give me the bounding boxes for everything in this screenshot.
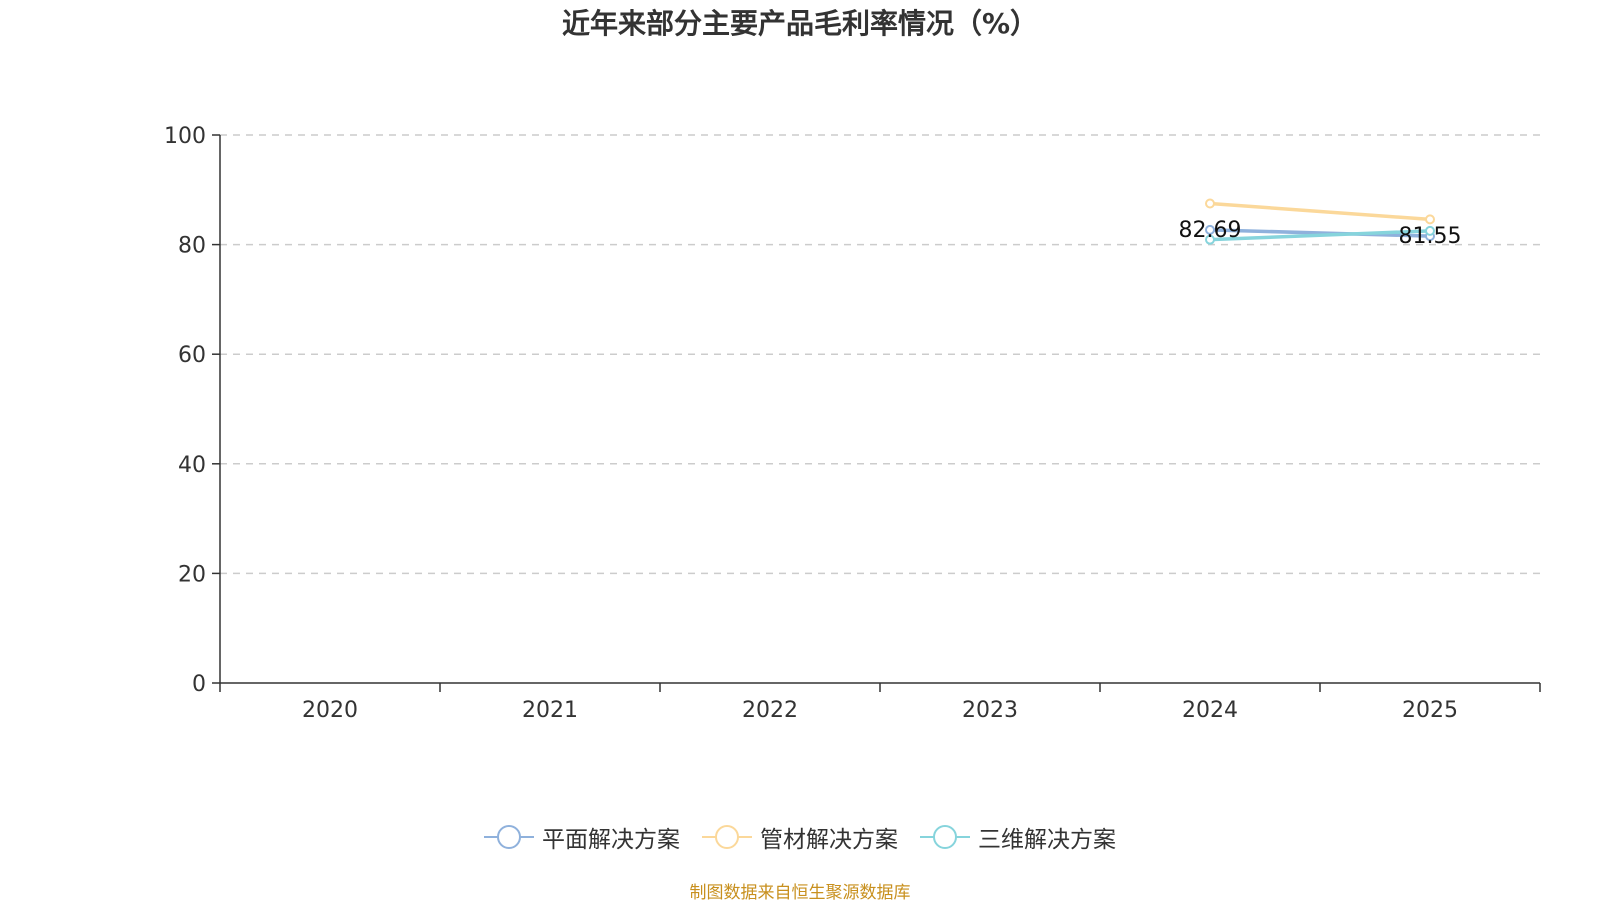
y-tick-label: 40 [178, 453, 206, 478]
x-tick-label: 2020 [302, 698, 358, 723]
data-label: 82.69 [1179, 218, 1242, 243]
x-tick-label: 2022 [742, 698, 798, 723]
data-point[interactable] [1425, 225, 1435, 236]
axes: 0 20 40 60 80 100 2020 2021 2022 2023 2024 2025 [164, 124, 1541, 723]
x-tick-label: 2021 [522, 698, 578, 723]
y-tick-label: 60 [178, 343, 206, 368]
legend-label: 三维解决方案 [978, 827, 1116, 853]
legend-marker-icon [920, 825, 970, 849]
grid-lines [220, 134, 1540, 575]
legend-marker-icon [484, 825, 534, 849]
x-tick-label: 2025 [1402, 698, 1458, 723]
y-tick-label: 20 [178, 562, 206, 587]
legend-item[interactable]: 三维解决方案 [920, 820, 1116, 854]
data-point[interactable] [1205, 198, 1215, 209]
y-tick-label: 0 [192, 672, 206, 697]
legend-item[interactable]: 平面解决方案 [484, 820, 680, 854]
data-point[interactable] [1205, 234, 1215, 245]
legend-item[interactable]: 管材解决方案 [702, 820, 898, 854]
data-label: 81.55 [1399, 224, 1462, 249]
source-note: 制图数据来自恒生聚源数据库 [689, 883, 911, 903]
chart-title: 近年来部分主要产品毛利率情况（%） [561, 7, 1039, 40]
series-line [1209, 228, 1431, 238]
legend-label: 管材解决方案 [760, 827, 898, 853]
series-line [1209, 201, 1431, 222]
x-tick-label: 2023 [962, 698, 1018, 723]
data-point[interactable] [1205, 224, 1215, 235]
data-labels: 82.69 81.55 [1179, 218, 1462, 249]
chart-legend: 平面解决方案 管材解决方案 三维解决方案 [0, 820, 1600, 854]
series-lines [1205, 198, 1435, 245]
legend-marker-icon [702, 825, 752, 849]
x-tick-label: 2024 [1182, 698, 1238, 723]
legend-label: 平面解决方案 [542, 827, 680, 853]
y-tick-label: 80 [178, 234, 206, 259]
series-line [1209, 229, 1431, 242]
y-tick-label: 100 [164, 124, 206, 149]
data-point[interactable] [1425, 214, 1435, 225]
